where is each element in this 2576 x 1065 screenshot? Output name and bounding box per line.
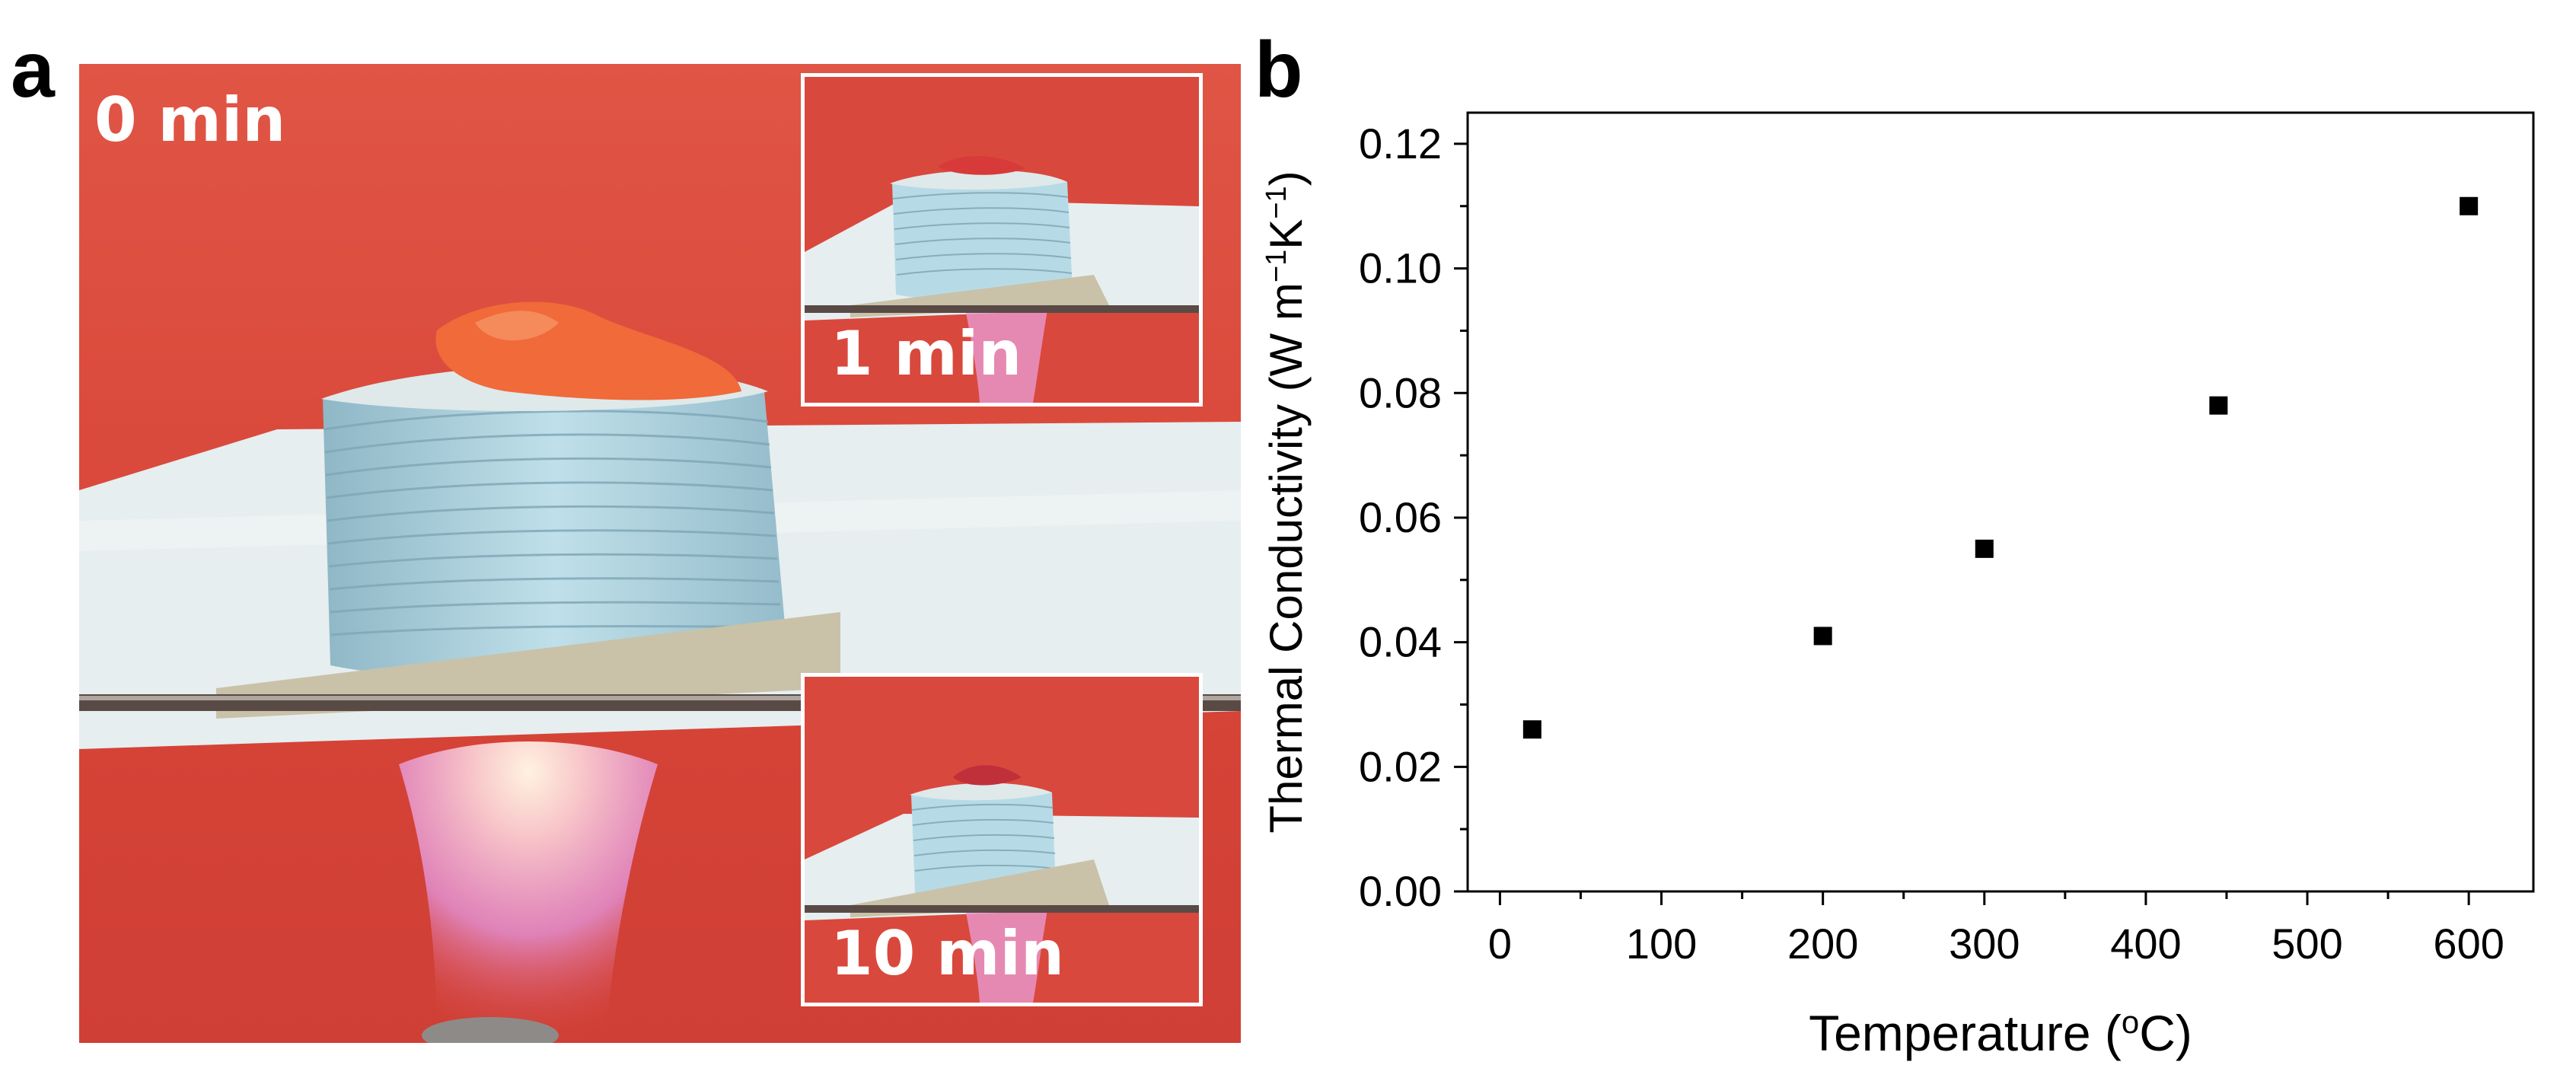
x-tick-label: 0 — [1488, 920, 1512, 968]
chart-ticks: 0 100 200 300 400 500 600 0.00 0.02 0.04 0.06 0.08 0… — [1359, 120, 2504, 968]
inset-10-min: 10 min — [801, 673, 1203, 1006]
x-tick-label: 600 — [2433, 920, 2504, 968]
data-point — [2460, 196, 2479, 215]
data-point — [1813, 627, 1832, 646]
inset-1-min: 1 min — [801, 73, 1203, 407]
x-axis-label: Temperature (oC) — [1809, 1004, 2192, 1062]
data-point — [2209, 396, 2228, 415]
time-label-10-min: 10 min — [831, 918, 1064, 989]
x-tick-label: 500 — [2272, 920, 2342, 968]
time-label-1-min: 1 min — [831, 318, 1022, 389]
flame-test-photo: 0 min 1 min — [79, 64, 1241, 1043]
x-tick-label: 400 — [2110, 920, 2181, 968]
x-tick-label: 200 — [1787, 920, 1858, 968]
y-tick-label: 0.06 — [1359, 493, 1442, 541]
inset-1-min-graphic — [805, 77, 1199, 403]
y-tick-label: 0.08 — [1359, 368, 1442, 416]
y-tick-label: 0.00 — [1359, 867, 1442, 915]
y-axis-label: Thermal Conductivity (W m−1K−1) — [1261, 171, 1312, 833]
time-label-0-min: 0 min — [94, 84, 286, 155]
x-tick-label: 100 — [1626, 920, 1697, 968]
plot-frame — [1466, 111, 2535, 893]
y-tick-label: 0.12 — [1359, 120, 1442, 167]
y-tick-label: 0.10 — [1359, 244, 1442, 292]
thermal-conductivity-chart: 0 100 200 300 400 500 600 0.00 0.02 0.04 0.06 0.08 0… — [1261, 111, 2535, 1062]
chart-points — [1522, 196, 2479, 739]
panel-a-letter: a — [11, 26, 55, 114]
x-tick-label: 300 — [1949, 920, 2020, 968]
panel-b-letter: b — [1255, 26, 1303, 114]
data-point — [1522, 720, 1541, 739]
data-point — [1975, 539, 1994, 558]
chart-axes — [1466, 111, 2535, 893]
y-tick-label: 0.04 — [1359, 618, 1442, 666]
inset-10-min-graphic — [805, 677, 1199, 1003]
y-tick-label: 0.02 — [1359, 742, 1442, 790]
